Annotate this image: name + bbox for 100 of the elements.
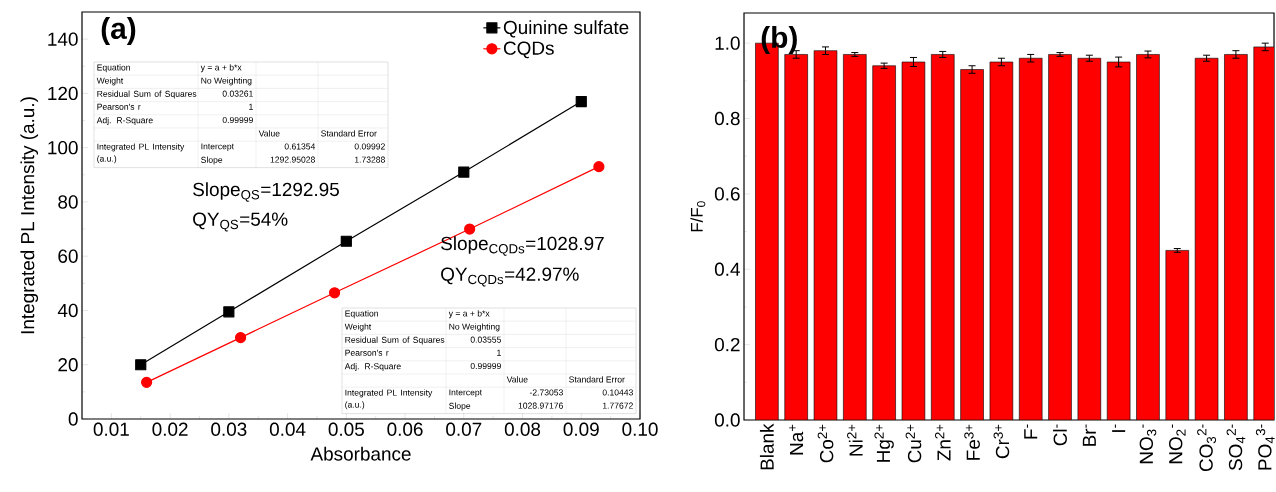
- x-tick-label: 0.01: [93, 422, 129, 436]
- point: [328, 287, 341, 299]
- y-tick-label: 0.0: [714, 413, 740, 427]
- annotation: y = a + b*x: [200, 64, 242, 73]
- point: [234, 332, 247, 344]
- annotation: 0.99999: [222, 116, 253, 124]
- x-tick-label: Fe$^{3+}$: [964, 424, 980, 460]
- point: [593, 161, 605, 173]
- annotation: 1: [497, 349, 501, 356]
- annotation: Equation: [97, 64, 130, 73]
- x-tick-label: Zn$^{2+}$: [935, 424, 951, 461]
- bar: [1107, 61, 1131, 420]
- y-tick-label: 0.4: [714, 262, 740, 276]
- x-tick-label: Cl$^{-}$: [1053, 424, 1067, 446]
- annotation: QY$_{QS}$=54%: [193, 212, 288, 232]
- x-tick-label: 0.02: [152, 422, 188, 436]
- x-tick-label: 0.04: [269, 422, 306, 436]
- bar: [1165, 250, 1189, 420]
- point: [458, 166, 470, 178]
- y-tick-label: 0.2: [714, 337, 740, 352]
- bar: [814, 50, 837, 420]
- bar: [1048, 54, 1072, 420]
- y-tick-label: 80: [58, 195, 78, 209]
- annotation: (a): [101, 17, 136, 45]
- x-tick-label: Na$^{+}$: [789, 424, 804, 455]
- x-tick-label: PO$_{4}$3-: [1255, 424, 1275, 470]
- bar: [784, 54, 808, 420]
- bar: [1195, 58, 1219, 420]
- x-tick-label: 0.05: [328, 422, 364, 436]
- bar: [960, 69, 984, 420]
- x-tick-label: 0.08: [504, 422, 541, 436]
- annotation: Adj. R-Square: [344, 363, 401, 371]
- annotation: Intercept: [201, 143, 234, 152]
- annotation: Slope$_{QS}$=1292.95: [193, 182, 339, 202]
- bar: [843, 54, 867, 420]
- annotation: No Weighting: [449, 323, 500, 332]
- x-tick-label: I$^{-}$: [1112, 424, 1126, 432]
- y-tick-label: 120: [48, 86, 78, 101]
- annotation: y = a + b*x: [448, 310, 490, 319]
- annotation: No Weighting: [201, 77, 252, 86]
- annotation: Integrated PL Intensity (a.u.): [345, 389, 433, 410]
- x-tick-label: Blank: [759, 423, 774, 470]
- annotation: 0.10443: [602, 389, 633, 396]
- annotation: Standard Error: [321, 130, 377, 137]
- bar: [872, 65, 896, 420]
- annotation: Integrated PL Intensity (a.u.): [97, 143, 185, 164]
- bar: [1019, 58, 1043, 420]
- annotation: 0.03261: [222, 90, 253, 97]
- x-tick-label: 0.10: [622, 422, 658, 436]
- y-axis-title: Integrated PL Intensity (a.u.): [20, 97, 39, 334]
- y-tick-label: 1.0: [715, 36, 740, 50]
- annotation: 1292.95028: [270, 156, 315, 163]
- annotation: 0.03555: [470, 336, 501, 343]
- point: [464, 223, 476, 235]
- annotation: 1.77672: [602, 402, 633, 409]
- annotation: -2.73053: [529, 389, 563, 396]
- bar: [1136, 54, 1160, 420]
- y-tick-label: 0.8: [714, 111, 740, 126]
- x-tick-label: 0.07: [446, 422, 482, 436]
- annotation: Residual Sum of Squares: [97, 90, 197, 99]
- x-tick-label: SO$_{4}$2-: [1226, 424, 1246, 471]
- legend-label: CQDs: [503, 41, 554, 59]
- point: [135, 359, 147, 371]
- bar: [931, 54, 955, 420]
- annotation: Value: [506, 376, 528, 383]
- y-tick-label: 20: [58, 358, 78, 372]
- x-tick-label: 0.03: [211, 422, 247, 436]
- x-tick-label: NO$_{2}$-: [1169, 424, 1186, 464]
- x-tick-label: Co$^{2+}$: [817, 424, 834, 463]
- y-tick-label: 140: [48, 32, 78, 46]
- annotation: Intercept: [449, 389, 482, 398]
- annotation: Slope$_{CQDs}$=1028.97: [441, 236, 604, 256]
- annotation: 0.99999: [470, 363, 501, 370]
- annotation: Weight: [344, 323, 372, 332]
- bar: [989, 61, 1013, 420]
- x-tick-label: Br$^{-}$: [1082, 424, 1096, 446]
- x-tick-label: F$^{-}$: [1024, 424, 1038, 439]
- annotation: 0.09992: [354, 143, 385, 150]
- annotation: Slope: [201, 156, 223, 165]
- annotation: (b): [761, 26, 797, 54]
- annotation: Equation: [345, 310, 378, 319]
- bar: [902, 61, 925, 420]
- point: [575, 95, 587, 108]
- x-tick-label: Ni$^{2+}$: [847, 424, 863, 456]
- point: [141, 376, 153, 388]
- annotation: Pearson's r: [97, 103, 141, 110]
- annotation: Weight: [96, 77, 124, 86]
- point: [223, 306, 235, 318]
- x-tick-label: NO$_{3}$-: [1139, 424, 1157, 464]
- x-tick-label: Hg$^{2+}$: [874, 424, 894, 462]
- bar: [1077, 58, 1101, 420]
- point: [340, 235, 352, 247]
- bar: [1253, 46, 1275, 420]
- annotation: Slope: [449, 402, 471, 411]
- annotation: Adj. R-Square: [96, 117, 153, 125]
- annotation: 0.61354: [284, 143, 316, 150]
- annotation: Pearson's r: [345, 349, 389, 356]
- annotation: Standard Error: [569, 376, 625, 383]
- annotation: Value: [258, 130, 280, 137]
- x-tick-label: Cr$^{3+}$: [993, 424, 1010, 459]
